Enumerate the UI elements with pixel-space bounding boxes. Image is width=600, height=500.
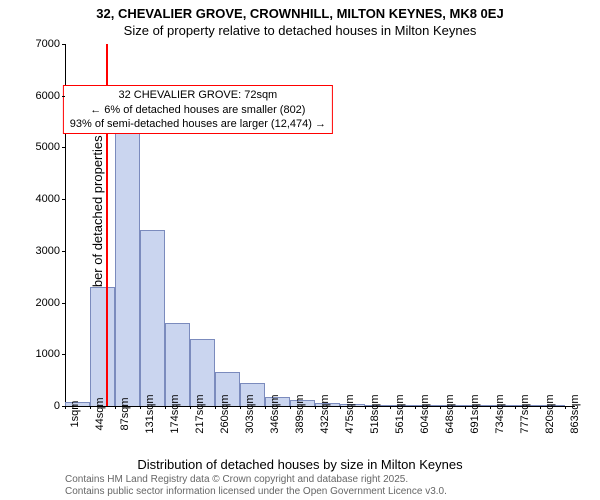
x-tick-label: 44sqm — [94, 397, 106, 430]
attribution-line1: Contains HM Land Registry data © Crown c… — [65, 474, 447, 486]
x-tick-label: 518sqm — [369, 394, 381, 433]
x-tick — [315, 406, 316, 409]
x-tick — [140, 406, 141, 409]
annotation-box: 32 CHEVALIER GROVE: 72sqm← 6% of detache… — [63, 85, 333, 134]
histogram-bar — [115, 119, 140, 406]
y-tick-label: 1000 — [36, 348, 60, 360]
chart-title-main: 32, CHEVALIER GROVE, CROWNHILL, MILTON K… — [0, 6, 600, 21]
annotation-line: ← 6% of detached houses are smaller (802… — [70, 103, 326, 117]
x-tick-label: 863sqm — [569, 394, 581, 433]
y-tick — [62, 147, 65, 148]
y-tick — [62, 96, 65, 97]
attribution-line2: Contains public sector information licen… — [65, 486, 447, 498]
x-tick — [440, 406, 441, 409]
x-tick-label: 131sqm — [144, 394, 156, 433]
plot-area: 32 CHEVALIER GROVE: 72sqm← 6% of detache… — [65, 44, 575, 406]
x-tick-label: 648sqm — [444, 394, 456, 433]
x-tick-label: 604sqm — [419, 394, 431, 433]
chart-title-sub: Size of property relative to detached ho… — [0, 23, 600, 38]
x-tick-label: 303sqm — [244, 394, 256, 433]
x-tick — [265, 406, 266, 409]
x-tick-label: 346sqm — [269, 394, 281, 433]
x-tick — [390, 406, 391, 409]
y-tick-label: 4000 — [36, 193, 60, 205]
x-tick-label: 777sqm — [519, 394, 531, 433]
x-tick — [540, 406, 541, 409]
x-tick — [415, 406, 416, 409]
y-tick-label: 2000 — [36, 297, 60, 309]
x-tick — [365, 406, 366, 409]
x-tick-label: 475sqm — [344, 394, 356, 433]
y-tick — [62, 251, 65, 252]
y-tick — [62, 354, 65, 355]
x-tick — [65, 406, 66, 409]
histogram-chart: 32, CHEVALIER GROVE, CROWNHILL, MILTON K… — [0, 0, 600, 500]
x-tick — [115, 406, 116, 409]
y-tick-label: 7000 — [36, 38, 60, 50]
x-tick — [490, 406, 491, 409]
x-tick-label: 389sqm — [294, 394, 306, 433]
x-tick-label: 174sqm — [169, 394, 181, 433]
x-tick — [165, 406, 166, 409]
y-tick — [62, 303, 65, 304]
x-tick-label: 432sqm — [319, 394, 331, 433]
x-tick — [565, 406, 566, 409]
annotation-line: 32 CHEVALIER GROVE: 72sqm — [70, 88, 326, 102]
x-tick — [90, 406, 91, 409]
x-axis-label: Distribution of detached houses by size … — [0, 457, 600, 472]
x-tick — [240, 406, 241, 409]
x-tick-label: 217sqm — [194, 394, 206, 433]
x-tick-label: 1sqm — [69, 401, 81, 428]
x-tick — [190, 406, 191, 409]
x-tick — [340, 406, 341, 409]
x-tick — [515, 406, 516, 409]
x-tick-label: 87sqm — [119, 397, 131, 430]
y-tick-label: 0 — [54, 400, 60, 412]
x-tick-label: 734sqm — [494, 394, 506, 433]
y-tick — [62, 199, 65, 200]
y-tick-label: 5000 — [36, 141, 60, 153]
y-tick — [62, 44, 65, 45]
annotation-line: 93% of semi-detached houses are larger (… — [70, 117, 326, 131]
histogram-bar — [90, 287, 115, 406]
y-tick-label: 6000 — [36, 90, 60, 102]
x-tick-label: 820sqm — [544, 394, 556, 433]
x-tick — [215, 406, 216, 409]
x-tick-label: 691sqm — [469, 394, 481, 433]
y-tick-label: 3000 — [36, 245, 60, 257]
x-tick — [290, 406, 291, 409]
x-tick — [465, 406, 466, 409]
x-tick-label: 561sqm — [394, 394, 406, 433]
attribution-text: Contains HM Land Registry data © Crown c… — [65, 474, 447, 498]
x-tick-label: 260sqm — [219, 394, 231, 433]
histogram-bar — [140, 230, 165, 406]
